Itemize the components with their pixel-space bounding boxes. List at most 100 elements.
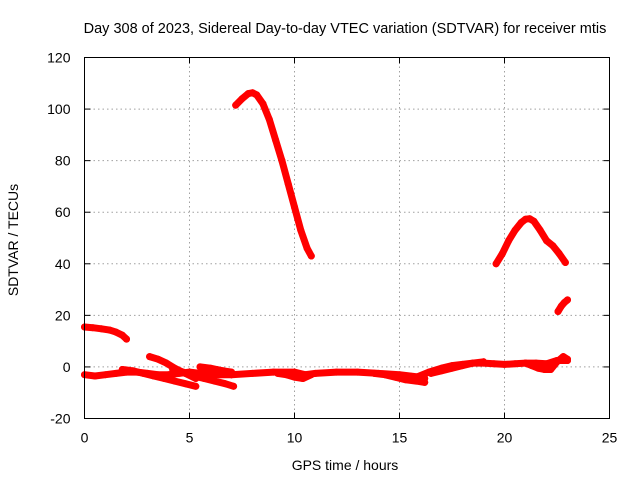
data-point — [480, 358, 487, 366]
data-point — [190, 372, 198, 380]
y-tick-label: 80 — [55, 153, 71, 169]
data-point — [230, 382, 238, 390]
data-point — [492, 260, 500, 268]
data-point — [536, 226, 544, 234]
data-point — [274, 369, 282, 377]
x-tick-label: 20 — [497, 430, 513, 446]
data-point — [97, 325, 105, 333]
data-point — [303, 244, 311, 252]
data-point — [211, 377, 219, 385]
plot-frame — [84, 57, 610, 419]
data-point — [543, 237, 550, 245]
x-tick-label: 25 — [602, 430, 618, 446]
data-point — [118, 366, 126, 373]
data-point — [333, 368, 340, 376]
data-point — [238, 95, 246, 103]
data-point — [501, 360, 508, 368]
data-point — [284, 180, 292, 188]
data-point — [307, 252, 315, 260]
x-tick-label: 15 — [392, 430, 408, 446]
data-point — [253, 91, 261, 99]
x-axis-label: GPS time / hours — [292, 457, 399, 473]
data-point — [511, 226, 519, 234]
data-point — [192, 382, 200, 390]
data-point — [555, 250, 563, 257]
data-point — [123, 335, 130, 343]
data-point — [402, 376, 410, 384]
data-point — [228, 371, 235, 379]
data-point — [549, 242, 557, 250]
data-point — [282, 371, 290, 379]
data-point — [522, 359, 529, 367]
data-point — [102, 371, 109, 379]
data-point — [564, 355, 571, 363]
data-point — [150, 372, 158, 380]
y-tick-label: 0 — [63, 359, 71, 375]
data-point — [561, 259, 569, 266]
data-point — [219, 367, 227, 375]
data-point — [291, 373, 298, 381]
data-point — [421, 378, 429, 386]
data-point — [106, 326, 114, 334]
data-point — [213, 366, 221, 373]
data-point — [553, 358, 561, 366]
y-tick-label: 40 — [55, 256, 71, 272]
data-point — [265, 115, 273, 123]
data-point — [146, 353, 154, 361]
y-axis-label: SDTVAR / TECUs — [5, 184, 21, 296]
data-point — [129, 367, 137, 375]
x-tick-label: 0 — [81, 430, 89, 446]
data-point — [543, 360, 550, 368]
data-point — [249, 369, 256, 377]
data-point — [564, 296, 571, 304]
data-point — [91, 372, 99, 380]
data-point — [391, 373, 399, 381]
data-point — [278, 157, 286, 165]
data-point — [112, 328, 120, 336]
data-point — [547, 366, 555, 373]
y-tick-label: 20 — [55, 307, 71, 323]
data-series — [81, 89, 571, 390]
data-point — [505, 237, 513, 245]
data-point — [259, 100, 267, 108]
data-point — [154, 355, 162, 363]
data-point — [89, 324, 97, 332]
data-point — [354, 368, 361, 376]
x-tick-label: 5 — [186, 430, 194, 446]
data-point — [540, 366, 548, 373]
data-point — [272, 136, 280, 144]
data-point — [291, 203, 298, 211]
y-tick-label: -20 — [50, 411, 70, 427]
data-point — [169, 366, 177, 373]
data-point — [511, 360, 519, 368]
data-point — [179, 368, 187, 376]
data-point — [162, 359, 170, 367]
data-point — [200, 375, 208, 382]
data-point — [232, 101, 240, 109]
data-point — [160, 375, 168, 382]
data-point — [221, 380, 229, 388]
y-tick-label: 100 — [47, 101, 71, 117]
data-point — [459, 362, 466, 370]
data-point — [530, 217, 538, 225]
data-point — [181, 380, 189, 388]
data-point — [196, 363, 204, 371]
data-point — [297, 226, 305, 234]
data-point — [307, 371, 315, 379]
data-point — [112, 369, 120, 377]
data-point — [139, 369, 147, 377]
data-point — [490, 360, 498, 368]
data-point — [299, 375, 307, 382]
data-point — [207, 364, 214, 372]
data-point — [534, 364, 542, 372]
grid-lines — [84, 57, 610, 419]
x-tick-label: 10 — [287, 430, 303, 446]
data-point — [469, 359, 477, 367]
data-point — [381, 371, 389, 379]
data-point — [498, 250, 506, 257]
data-point — [438, 367, 445, 375]
chart-title: Day 308 of 2023, Sidereal Day-to-day VTE… — [84, 21, 607, 37]
data-point — [171, 377, 179, 385]
data-point — [448, 364, 456, 372]
